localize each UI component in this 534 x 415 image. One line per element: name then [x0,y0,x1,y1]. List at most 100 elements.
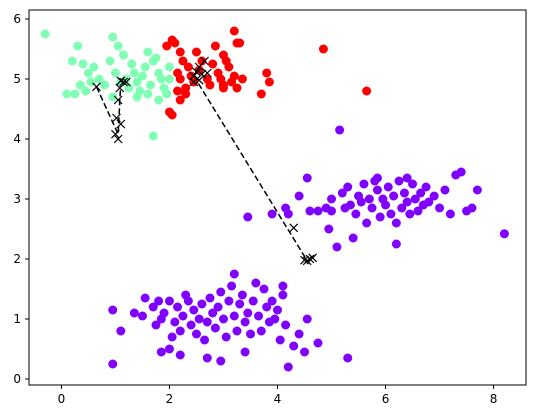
data-point [294,191,304,201]
data-point [313,206,323,216]
x-marker [305,254,315,264]
data-point [181,89,191,99]
x-marker [121,77,131,87]
data-point [210,323,220,333]
data-point [137,311,147,321]
data-point [335,125,345,135]
data-point [318,44,328,54]
data-point [229,71,239,81]
data-point [175,47,185,57]
data-point [108,359,118,369]
data-point [237,74,247,84]
data-point [424,197,434,207]
data-point [381,200,391,210]
data-point [132,77,142,87]
data-point [445,209,455,219]
data-point [73,41,83,51]
data-point [197,56,207,66]
data-point [397,203,407,213]
data-point [410,194,420,204]
data-point [229,311,239,321]
data-point [391,218,401,228]
data-point [232,326,242,336]
data-point [499,229,509,239]
data-point [154,296,164,306]
data-point [275,335,285,345]
data-point [164,296,174,306]
data-point [218,314,228,324]
data-point [302,173,312,183]
data-point [94,74,104,84]
data-point [416,188,426,198]
data-point [281,320,291,330]
y-tick-label: 5 [13,72,21,86]
data-point [75,80,85,90]
data-point [394,176,404,186]
data-point [140,293,150,303]
data-point [105,56,115,66]
data-point [67,56,77,66]
y-tick-label: 3 [13,192,21,206]
data-point [178,311,188,321]
x-marker [116,76,126,86]
data-point [440,185,450,195]
data-point [359,179,369,189]
data-point [391,239,401,249]
data-point [132,92,142,102]
data-point [375,212,385,222]
x-tick-label: 6 [382,392,390,406]
data-point [197,299,207,309]
data-point [178,56,188,66]
data-point [191,329,201,339]
data-point [89,62,99,72]
data-point [119,50,129,60]
data-point [202,353,212,363]
data-point [243,308,253,318]
data-point [137,71,147,81]
x-tick-label: 4 [274,392,282,406]
data-point [332,242,342,252]
data-point [305,206,315,216]
data-point [408,179,418,189]
y-tick-label: 2 [13,252,21,266]
data-point [170,38,180,48]
data-point [364,194,374,204]
data-point [100,80,110,90]
data-point [151,320,161,330]
data-point [429,191,439,201]
data-point [343,353,353,363]
x-marker [202,68,212,78]
data-point [289,341,299,351]
data-point [456,167,466,177]
data-point [348,233,358,243]
data-point [148,131,158,141]
data-point [224,62,234,72]
data-point [300,347,310,357]
data-point [343,182,353,192]
data-point [218,83,228,93]
data-point [267,296,277,306]
data-point [175,350,185,360]
data-point [208,308,218,318]
x-tick-label: 2 [166,392,174,406]
data-point [162,89,172,99]
data-point [194,314,204,324]
data-point [256,89,266,99]
data-point [362,86,372,96]
data-point [327,194,337,204]
data-point [259,284,269,294]
data-point [213,302,223,312]
data-point [224,296,234,306]
data-point [113,41,123,51]
data-point [162,41,172,51]
x-marker [197,69,207,79]
data-point [83,68,93,78]
data-point [235,299,245,309]
data-point [108,92,118,102]
data-point [108,32,118,42]
data-point [216,287,226,297]
data-point [386,209,396,219]
data-point [337,188,347,198]
x-marker [194,75,204,85]
